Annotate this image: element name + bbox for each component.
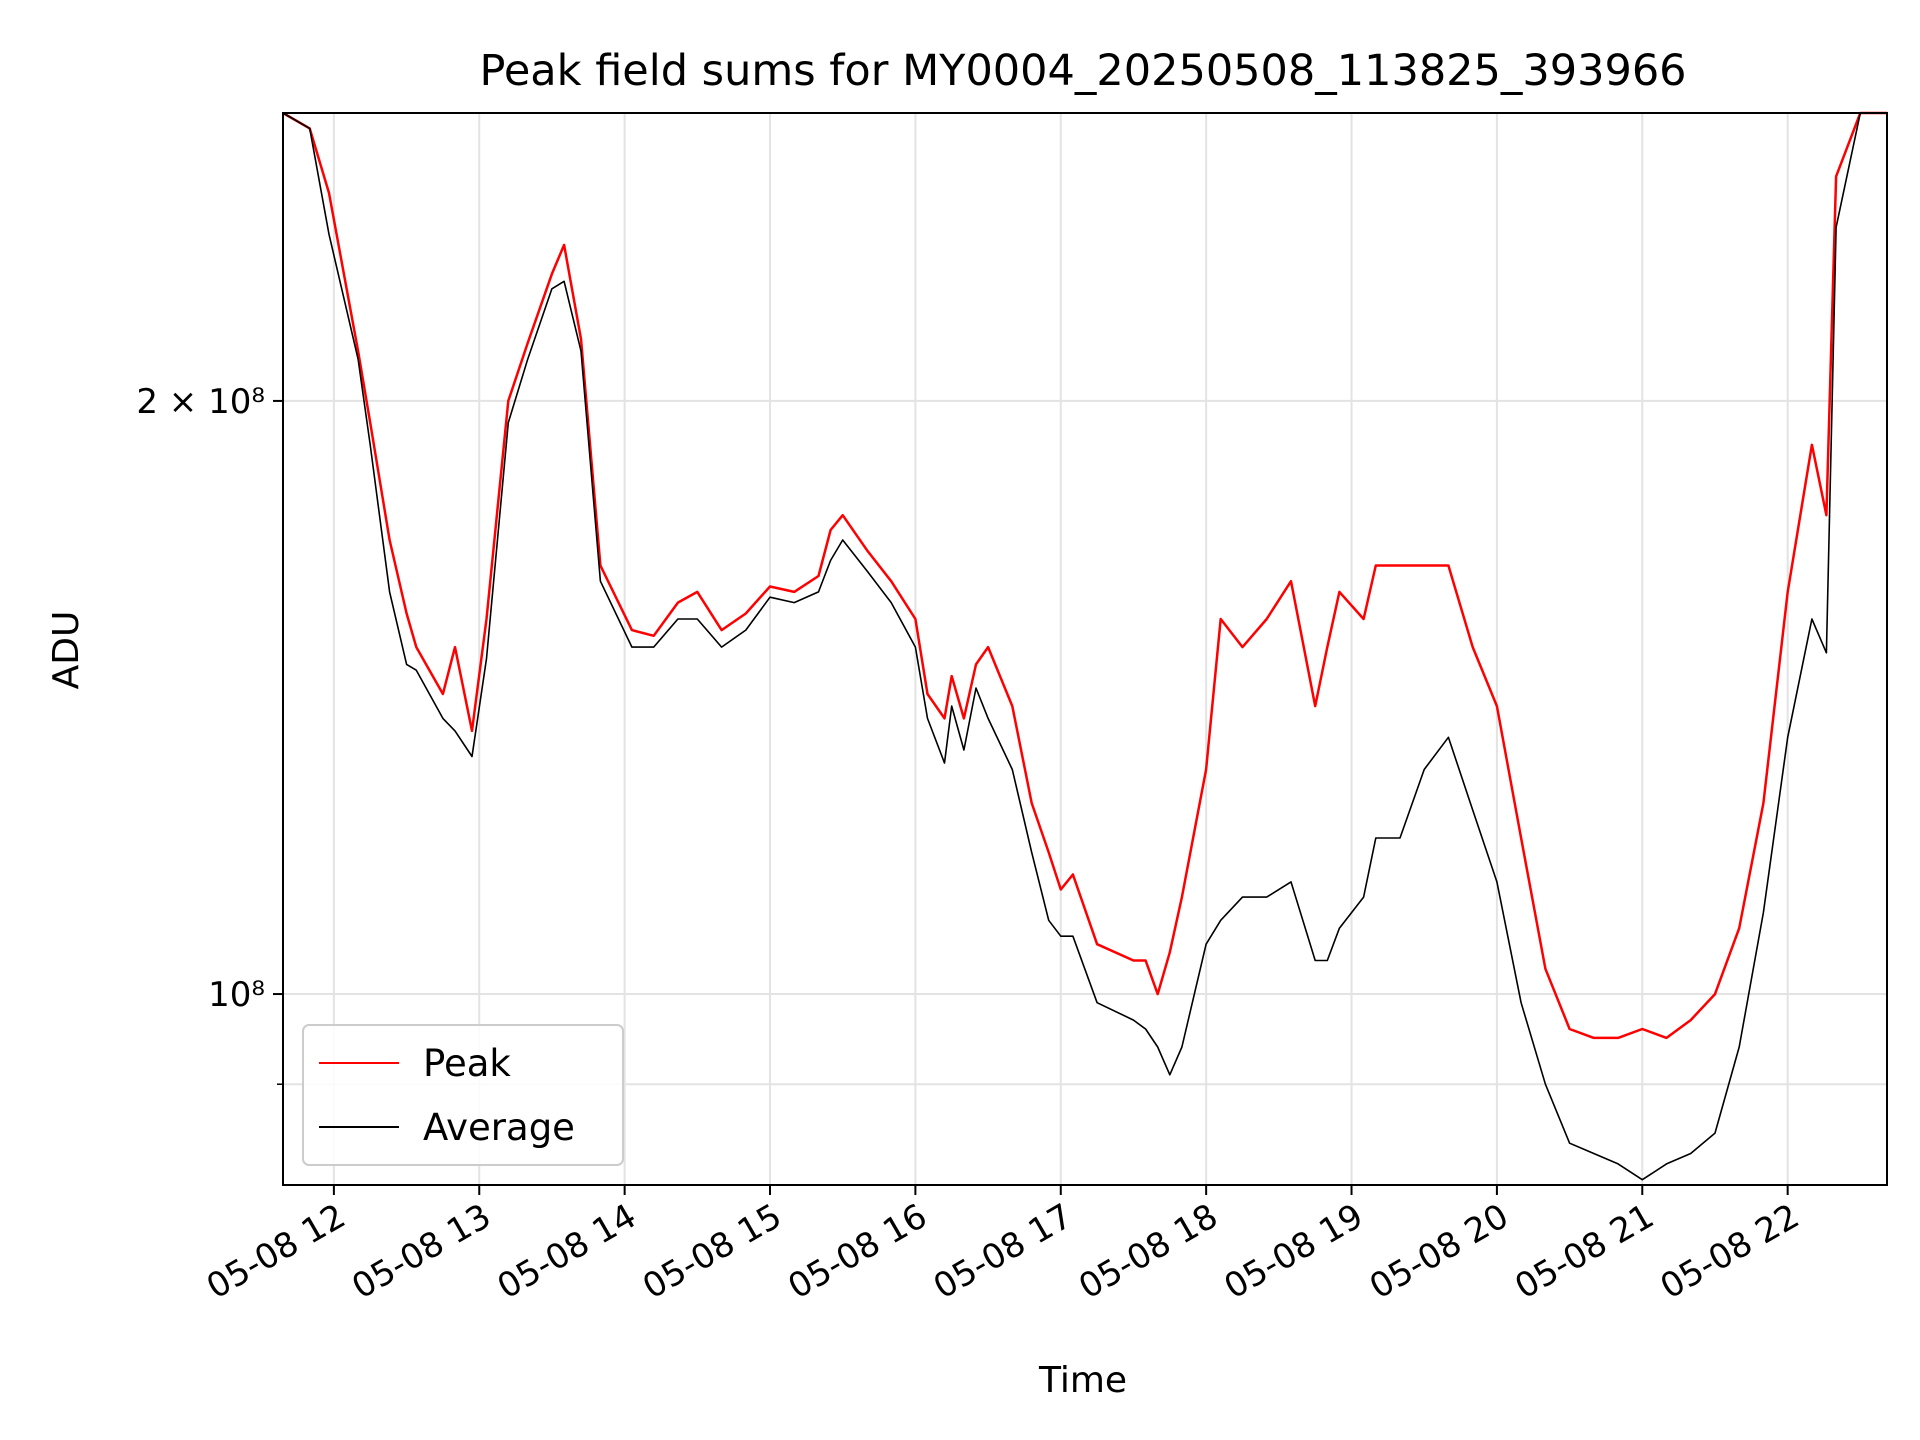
series-line-average xyxy=(282,112,1887,1181)
y-axis: 2 × 10⁸ 10⁸ xyxy=(136,382,283,1085)
y-tick-label: 10⁸ xyxy=(208,975,265,1015)
legend-label: Peak xyxy=(423,1042,511,1085)
chart-title: Peak field sums for MY0004_20250508_1138… xyxy=(479,46,1686,96)
grid xyxy=(283,113,1887,1185)
series-line-peak xyxy=(282,111,1887,1040)
legend-box xyxy=(302,1024,624,1166)
series-layer xyxy=(282,111,1887,1181)
plot-area-frame xyxy=(282,112,1888,1186)
legend: Peak Average xyxy=(302,1024,624,1166)
y-tick-label: 2 × 10⁸ xyxy=(136,382,265,422)
x-axis-label: Time xyxy=(1038,1360,1127,1401)
legend-label: Average xyxy=(423,1106,575,1149)
y-axis-label: ADU xyxy=(46,611,87,690)
